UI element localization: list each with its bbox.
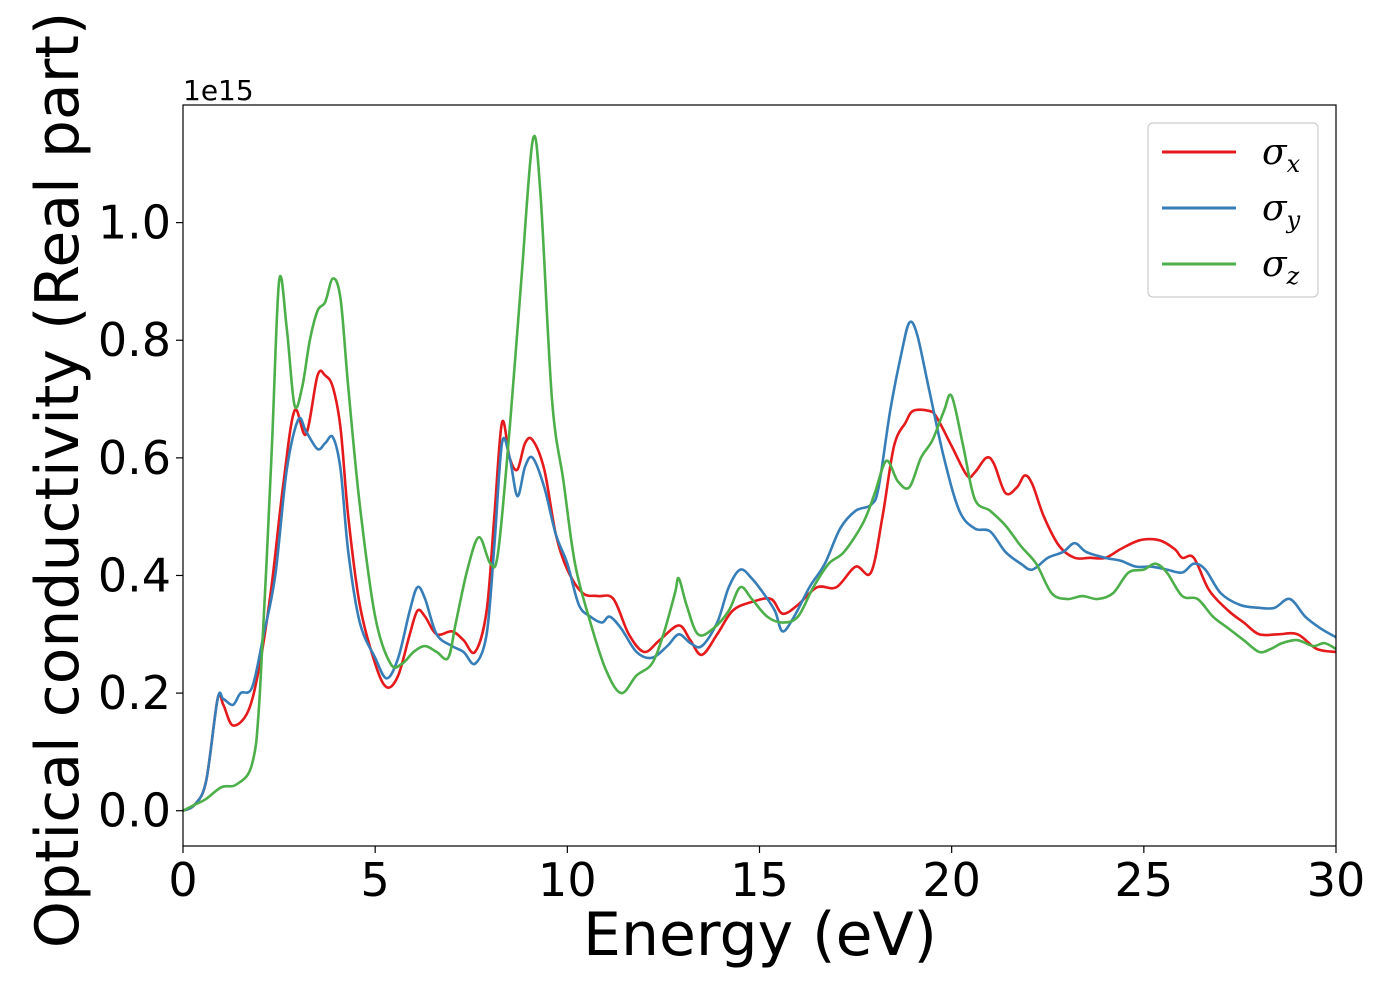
series-line-z: [183, 134, 1336, 813]
x-tick-label: 0: [168, 853, 197, 907]
y-tick-label: 0.2: [98, 666, 171, 720]
y-tick-label: 0.4: [98, 548, 171, 602]
x-tick-label: 30: [1307, 853, 1366, 907]
ticks-layer: 0 5 10 15 20 25 30 0.0 0.2 0.4 0.6 0.8 1.0: [98, 196, 1365, 907]
x-tick-label: 15: [730, 853, 789, 907]
legend-label-x: σx: [1262, 132, 1301, 178]
legend-box: [1147, 122, 1319, 298]
x-tick-label: 10: [538, 853, 597, 907]
y-tick-label: 0.6: [98, 431, 171, 485]
y-tick-label: 1.0: [98, 196, 171, 250]
y-axis-title: Optical conductivity (Real part): [23, 12, 93, 949]
x-tick-label: 25: [1115, 853, 1174, 907]
x-tick-label: 20: [922, 853, 981, 907]
x-tick-label: 5: [361, 853, 390, 907]
x-axis-title: Energy (eV): [583, 900, 937, 970]
series-lines: [183, 134, 1336, 813]
series-line-x: [183, 369, 1336, 813]
series-line-y: [183, 320, 1336, 813]
y-axis-offset-label: 1e15: [183, 74, 254, 107]
y-tick-label: 0.0: [98, 784, 171, 838]
y-tick-label: 0.8: [98, 313, 171, 367]
